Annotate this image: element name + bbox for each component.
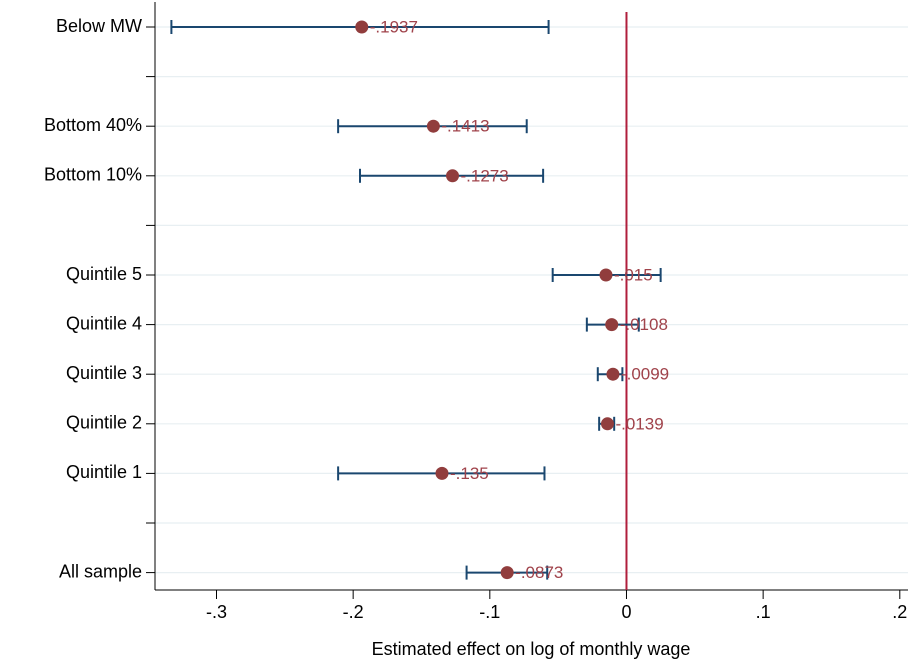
estimate-marker [600,417,614,431]
x-tick-label: 0 [621,602,631,622]
y-tick-label: Quintile 1 [66,462,142,482]
estimate-marker [606,367,620,381]
y-tick-label: Quintile 4 [66,313,142,333]
x-tick-label: -.2 [343,602,364,622]
estimate-marker [435,466,449,480]
value-label: -.1413 [441,117,489,136]
value-label: -.135 [450,464,489,483]
x-tick-label: .1 [756,602,771,622]
value-label: -.015 [614,265,653,284]
estimate-marker [446,169,460,183]
value-label: -.0099 [621,365,669,384]
y-tick-label: All sample [59,561,142,581]
value-label: -.0139 [615,414,663,433]
estimate-marker [599,268,613,282]
y-tick-label: Below MW [56,16,142,36]
y-tick-label: Quintile 2 [66,413,142,433]
estimate-marker [426,119,440,133]
x-tick-label: .2 [892,602,907,622]
y-tick-label: Bottom 40% [44,115,142,135]
value-label: -.1937 [370,17,418,36]
y-tick-label: Bottom 10% [44,165,142,185]
value-label: -.0108 [620,315,668,334]
y-tick-label: Quintile 3 [66,363,142,383]
x-tick-label: -.1 [479,602,500,622]
estimate-marker [355,20,369,34]
x-tick-label: -.3 [206,602,227,622]
x-axis-title: Estimated effect on log of monthly wage [372,639,691,659]
estimate-marker [500,566,514,580]
value-label: -.1273 [461,166,509,185]
estimate-marker [605,318,619,332]
y-tick-label: Quintile 5 [66,264,142,284]
value-label: -.0873 [515,563,563,582]
